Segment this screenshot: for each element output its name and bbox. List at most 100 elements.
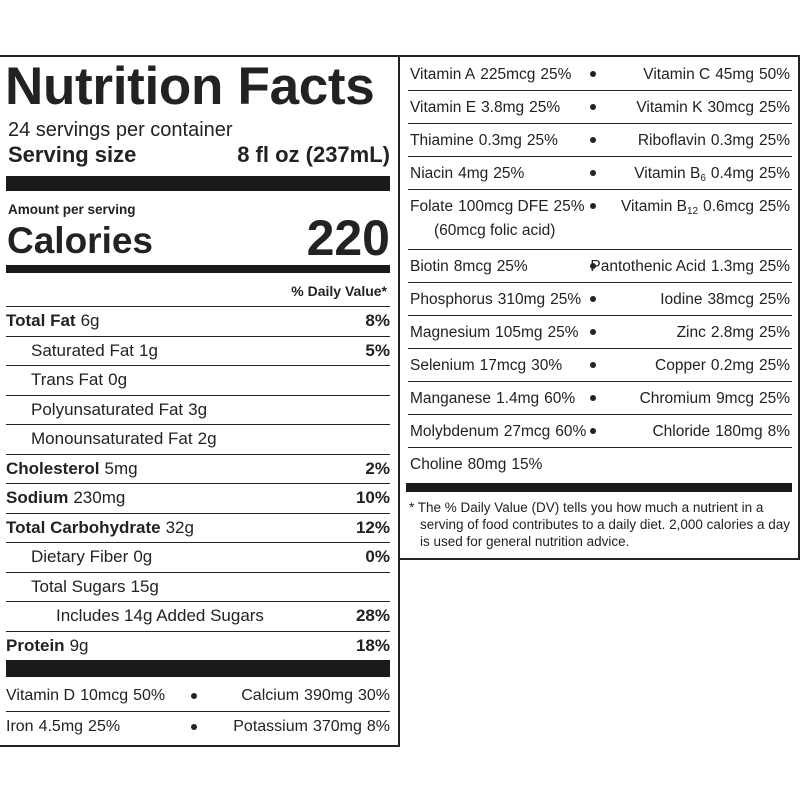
bullet [191, 724, 197, 730]
footnote: * The % Daily Value (DV) tells you how m… [409, 500, 790, 549]
supplement-row: Thiamine 0.3mg 25% Riboflavin 0.3mg 25% [408, 124, 792, 157]
nutrient-label: Polyunsaturated Fat 3g [31, 400, 207, 420]
nutrient-row: Polyunsaturated Fat 3g [6, 394, 390, 425]
micronutrient-dv: 25% [758, 324, 790, 341]
nutrient-amount: 3g [188, 399, 208, 419]
micronutrient: Riboflavin 0.3mg 25% [638, 132, 790, 150]
nutrient-row: Cholesterol 5mg 2% [6, 453, 390, 484]
micronutrient: Folate 100mcg DFE 25% (60mcg folic acid) [410, 198, 585, 240]
nutrient-name: Sodium [6, 488, 69, 508]
servings: 24 servings per container [8, 119, 233, 141]
nutrient-amount: 2g [197, 429, 217, 449]
micronutrient-amount: 45mg [715, 66, 754, 83]
supplement-row: Biotin 8mcg 25% Pantothenic Acid 1.3mg 25% [408, 250, 792, 283]
nutrient-dv: 5% [365, 340, 390, 360]
micronutrient-amount: 0.6mcg [703, 198, 754, 215]
micronutrient: Selenium 17mcg 30% [410, 357, 562, 375]
supplement-row: Vitamin A 225mcg 25% Vitamin C 45mg 50% [408, 58, 792, 91]
micronutrient-name: Vitamin D [6, 687, 76, 704]
nutrient-name: Protein [6, 635, 65, 655]
micronutrient-amount: 17mcg [479, 357, 527, 374]
nutrient-label: Cholesterol 5mg [6, 459, 138, 479]
micronutrient-name: Vitamin B [634, 165, 701, 182]
micronutrient-name: Copper [655, 357, 706, 374]
micronutrient: Copper 0.2mg 25% [655, 357, 790, 375]
nutrient-label: Includes 14g Added Sugars [56, 606, 264, 626]
bullet [590, 428, 596, 434]
nutrient-row: Trans Fat 0g [6, 365, 390, 395]
micronutrient-name: Phosphorus [410, 291, 493, 308]
micronutrient-dv: 25% [758, 390, 790, 407]
supplement-row: Phosphorus 310mg 25% Iodine 38mcg 25% [408, 283, 792, 316]
micronutrient-name: Zinc [676, 324, 706, 341]
nutrient-dv: 12% [355, 517, 390, 537]
subscript: 6 [700, 173, 706, 184]
calories: 220 [306, 210, 390, 266]
nutrient-name: Cholesterol [6, 458, 100, 478]
thick-rule [406, 483, 792, 492]
micronutrient-dv: 25% [547, 324, 579, 341]
micronutrient-row: Iron 4.5mg 25% Potassium 370mg 8% [6, 711, 390, 741]
supplement-row: Vitamin E 3.8mg 25% Vitamin K 30mcg 25% [408, 91, 792, 124]
micronutrient-note: (60mcg folic acid) [434, 222, 556, 239]
micronutrient-name: Iodine [660, 291, 703, 308]
micronutrient-dv: 60% [555, 423, 587, 440]
micronutrient: Iron 4.5mg 25% [6, 718, 120, 736]
nutrient-row: Saturated Fat 1g 5% [6, 335, 390, 366]
micronutrient: Vitamin C 45mg 50% [643, 66, 790, 84]
nutrient-label: Sodium 230mg [6, 488, 125, 508]
medium-rule [6, 265, 390, 273]
title: Nutrition Facts [5, 57, 375, 116]
bullet [191, 693, 197, 699]
micronutrient-name: Vitamin E [410, 99, 477, 116]
nutrient-amount: 0g [133, 547, 153, 567]
micronutrient-amount: 225mcg [480, 66, 536, 83]
micronutrient-dv: 25% [529, 99, 561, 116]
micronutrient: Manganese 1.4mg 60% [410, 390, 575, 408]
micronutrient-amount: 0.2mg [710, 357, 754, 374]
nutrient-amount: 15g [130, 576, 159, 596]
micronutrient-amount: 30mcg [707, 99, 754, 116]
nutrient-name: Monounsaturated Fat [31, 429, 193, 449]
micronutrient-name: Selenium [410, 357, 475, 374]
micronutrient-name: Biotin [410, 258, 449, 275]
nutrient-row: Includes 14g Added Sugars 28% [6, 601, 390, 631]
amount-per-serving: Amount per serving [8, 202, 136, 217]
micronutrient-amount: 310mg [497, 291, 546, 308]
nutrient-dv: 0% [365, 547, 390, 567]
nutrient-dv: 18% [355, 635, 390, 655]
micronutrient: Choline 80mg 15% [410, 456, 542, 474]
nutrient-name: Dietary Fiber [31, 547, 129, 567]
micronutrient-dv: 25% [758, 165, 790, 182]
micronutrient: Niacin 4mg 25% [410, 165, 524, 183]
micronutrient-name: Magnesium [410, 324, 491, 341]
micronutrient-name: Vitamin K [636, 99, 703, 116]
micronutrient-name: Niacin [410, 165, 454, 182]
nutrient-dv: 8% [365, 311, 390, 331]
nutrient-amount: 6g [80, 311, 100, 331]
nutrient-amount: 230mg [73, 488, 126, 508]
nutrient-amount: 0g [108, 370, 128, 390]
nutrient-name: Trans Fat [31, 370, 104, 390]
nutrient-row: Total Fat 6g 8% [6, 306, 390, 336]
nutrient-label: Dietary Fiber 0g [31, 547, 152, 567]
micronutrient-amount: 1.3mg [710, 258, 754, 275]
nutrient-row: Sodium 230mg 10% [6, 483, 390, 513]
nutrient-dv: 28% [355, 606, 390, 626]
micronutrient: Vitamin K 30mcg 25% [636, 99, 790, 117]
micronutrient-amount: 180mg [715, 423, 763, 440]
serving-size-label: Serving size [8, 142, 137, 167]
supplement-panel [400, 55, 800, 560]
micronutrient-dv: 25% [758, 258, 790, 275]
nutrient-dv: 2% [365, 458, 390, 478]
supplement-row: Selenium 17mcg 30% Copper 0.2mg 25% [408, 349, 792, 382]
micronutrient: Biotin 8mcg 25% [410, 258, 528, 276]
micronutrient-dv: 25% [758, 198, 790, 215]
bullet [590, 104, 596, 110]
micronutrient-dv: 25% [758, 132, 790, 149]
nutrient-label: Total Sugars 15g [31, 577, 159, 597]
micronutrient-name: Vitamin C [643, 66, 711, 83]
bullet [590, 203, 596, 209]
micronutrient: Potassium 370mg 8% [233, 718, 390, 736]
bullet [590, 296, 596, 302]
